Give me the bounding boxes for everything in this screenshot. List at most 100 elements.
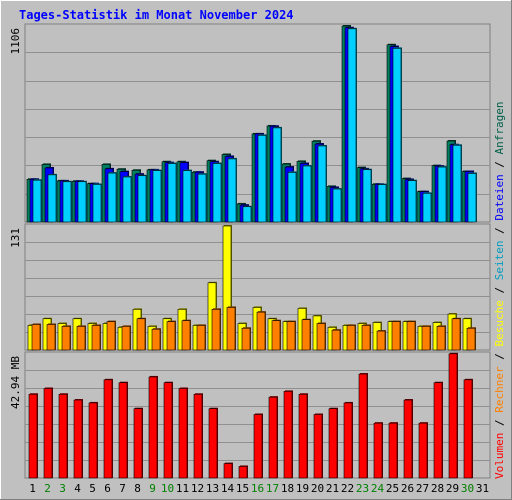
bar-volumen-day-29 xyxy=(448,353,458,479)
bar-volumen-day-15 xyxy=(238,466,248,479)
bar-rechner-day-6 xyxy=(106,321,116,351)
x-tick-label-day-24: 24 xyxy=(371,482,385,495)
x-tick-label-day-4: 4 xyxy=(74,482,81,495)
bar-rechner-day-1 xyxy=(31,324,41,351)
bar-seiten-day-12 xyxy=(197,173,207,223)
bar-rechner-day-2 xyxy=(46,324,56,351)
bar-seiten-day-28 xyxy=(437,166,447,223)
bar-rechner-day-17 xyxy=(271,320,281,351)
bar-volumen-day-19 xyxy=(298,393,308,479)
x-tick-label-day-9: 9 xyxy=(149,482,156,495)
bar-seiten-day-30 xyxy=(467,173,477,223)
bar-volumen-day-21 xyxy=(328,408,338,479)
bar-seiten-day-23 xyxy=(362,169,372,223)
bar-rechner-day-14 xyxy=(226,307,236,351)
x-tick-label-day-1: 1 xyxy=(29,482,36,495)
bar-seiten-day-29 xyxy=(452,144,462,223)
bar-volumen-day-27 xyxy=(418,422,428,479)
bar-rechner-day-29 xyxy=(451,318,461,351)
bar-rechner-day-8 xyxy=(136,318,146,351)
bar-seiten-day-9 xyxy=(152,170,162,223)
x-tick-label-day-27: 27 xyxy=(416,482,429,495)
bar-rechner-day-3 xyxy=(61,326,71,351)
bar-seiten-day-2 xyxy=(47,174,57,223)
bar-seiten-day-1 xyxy=(32,179,42,223)
bar-volumen-day-30 xyxy=(463,379,473,479)
bar-seiten-day-18 xyxy=(287,172,297,223)
x-tick-label-day-11: 11 xyxy=(176,482,189,495)
legend-separator: / xyxy=(493,347,506,367)
x-tick-label-day-29: 29 xyxy=(446,482,459,495)
legend-item-anfragen: Anfragen xyxy=(493,101,506,154)
legend-item-volumen: Volumen xyxy=(493,433,506,479)
x-tick-label-day-13: 13 xyxy=(206,482,219,495)
x-tick-label-day-17: 17 xyxy=(266,482,279,495)
legend-text: Volumen / Rechner / Besuche / Seiten / D… xyxy=(493,101,506,479)
bar-volumen-day-25 xyxy=(388,422,398,479)
chart-bars xyxy=(26,25,477,479)
bar-seiten-day-3 xyxy=(62,181,72,223)
x-tick-label-day-18: 18 xyxy=(281,482,294,495)
bar-rechner-day-26 xyxy=(406,321,416,351)
chart-title: Tages-Statistik im Monat November 2024 xyxy=(19,8,294,22)
bar-volumen-day-24 xyxy=(373,422,383,479)
middle-panel-max-label: 131 xyxy=(9,228,22,248)
bar-seiten-day-22 xyxy=(347,28,357,223)
bar-volumen-day-18 xyxy=(283,391,293,479)
x-tick-label-day-6: 6 xyxy=(104,482,111,495)
bar-volumen-day-22 xyxy=(343,402,353,479)
bar-seiten-day-24 xyxy=(377,184,387,223)
x-tick-label-day-22: 22 xyxy=(341,482,354,495)
legend-separator: / xyxy=(493,221,506,241)
legend-item-dateien: Dateien xyxy=(493,174,506,220)
legend-item-seiten: Seiten xyxy=(493,241,506,281)
bar-volumen-day-17 xyxy=(268,396,278,479)
bar-seiten-day-6 xyxy=(107,172,117,223)
bar-volumen-day-6 xyxy=(103,379,113,479)
x-tick-label-day-30: 30 xyxy=(461,482,474,495)
bar-volumen-day-1 xyxy=(28,393,38,479)
bar-rechner-day-16 xyxy=(256,311,266,351)
bar-rechner-day-22 xyxy=(346,325,356,351)
bar-seiten-day-20 xyxy=(317,145,327,223)
bar-volumen-day-8 xyxy=(133,408,143,479)
bar-volumen-day-26 xyxy=(403,399,413,479)
x-tick-label-day-26: 26 xyxy=(401,482,414,495)
bar-seiten-day-14 xyxy=(227,158,237,223)
x-tick-label-day-14: 14 xyxy=(221,482,235,495)
bar-volumen-day-9 xyxy=(148,376,158,479)
x-tick-label-day-15: 15 xyxy=(236,482,249,495)
bar-rechner-day-11 xyxy=(181,320,191,351)
bar-rechner-day-24 xyxy=(376,330,386,351)
legend-separator: / xyxy=(493,280,506,300)
bar-rechner-day-25 xyxy=(391,321,401,351)
bar-seiten-day-26 xyxy=(407,180,417,223)
bar-rechner-day-19 xyxy=(301,319,311,351)
x-tick-label-day-21: 21 xyxy=(326,482,339,495)
bar-seiten-day-16 xyxy=(257,135,267,223)
bar-rechner-day-27 xyxy=(421,326,431,351)
x-tick-label-day-23: 23 xyxy=(356,482,369,495)
bar-seiten-day-8 xyxy=(137,175,147,223)
bar-volumen-day-12 xyxy=(193,393,203,479)
bar-rechner-day-10 xyxy=(166,321,176,351)
x-tick-label-day-25: 25 xyxy=(386,482,399,495)
bar-rechner-day-20 xyxy=(316,323,326,351)
bar-seiten-day-5 xyxy=(92,184,102,223)
bar-rechner-day-23 xyxy=(361,325,371,351)
bar-rechner-day-18 xyxy=(286,321,296,351)
bar-volumen-day-10 xyxy=(163,382,173,479)
bar-rechner-day-21 xyxy=(331,329,341,351)
chart-legend: Volumen / Rechner / Besuche / Seiten / D… xyxy=(493,101,506,479)
bar-seiten-day-27 xyxy=(422,192,432,223)
bar-volumen-day-5 xyxy=(88,402,98,479)
x-tick-label-day-2: 2 xyxy=(44,482,51,495)
bar-seiten-day-15 xyxy=(242,206,252,223)
x-tick-label-day-12: 12 xyxy=(191,482,204,495)
x-tick-label-day-16: 16 xyxy=(251,482,264,495)
bar-rechner-day-30 xyxy=(466,327,476,351)
top-panel-max-label: 1106 xyxy=(9,28,22,55)
legend-separator: / xyxy=(493,413,506,433)
bar-volumen-day-7 xyxy=(118,382,128,479)
